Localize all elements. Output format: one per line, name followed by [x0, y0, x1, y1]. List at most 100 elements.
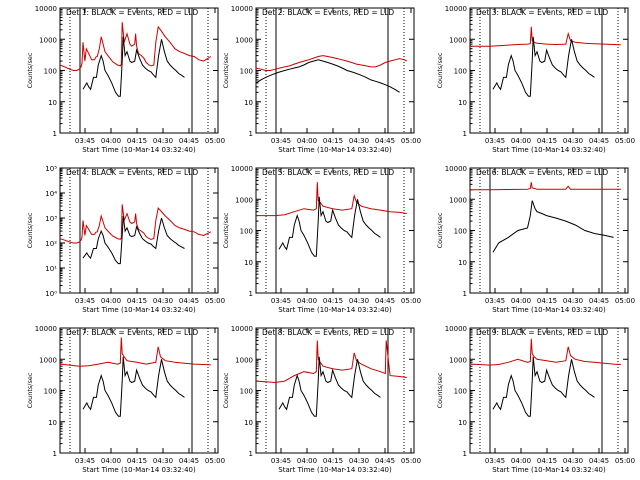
y-tick-label: 1000: [449, 356, 467, 364]
panel-title: Det 1: BLACK = Events, RED = LLD: [66, 8, 198, 17]
series-line-events: [492, 36, 595, 97]
panel-title: Det 5: BLACK = Events, RED = LLD: [262, 168, 394, 177]
y-tick-label: 10: [458, 259, 467, 267]
y-tick-label: 10000: [445, 5, 467, 13]
y-tick-label: 100: [454, 388, 467, 396]
panel-det-9: 1 10 100 1000 10000 03:45 04:00 04:15 04:30 04:45…: [436, 325, 635, 474]
x-tick-label: 05:00: [615, 137, 635, 145]
x-tick-label: 04:45: [375, 297, 395, 305]
y-tick-label: 10000: [35, 325, 57, 333]
series-line-lld: [470, 26, 621, 47]
x-tick-label: 05:00: [401, 457, 421, 465]
panel-det-1: 1 10 100 1000 10000 03:45 04:00 04:15 04:30 04:45…: [26, 5, 225, 154]
x-tick-label: 03:45: [271, 137, 291, 145]
x-axis-label: Start Time (10-Mar-14 03:32:40): [492, 146, 606, 154]
x-tick-label: 04:30: [349, 137, 369, 145]
x-tick-label: 03:45: [485, 297, 505, 305]
x-tick-label: 04:00: [297, 297, 317, 305]
x-tick-label: 05:00: [615, 457, 635, 465]
x-tick-label: 04:15: [323, 457, 343, 465]
x-tick-label: 03:45: [75, 137, 95, 145]
y-tick-label: 1000: [39, 356, 57, 364]
y-tick-label: 10⁰: [45, 290, 57, 298]
series-line-lld: [256, 182, 407, 217]
plot-frame: [469, 327, 629, 454]
y-tick-label: 1: [53, 450, 57, 458]
x-tick-label: 04:00: [297, 137, 317, 145]
y-tick-label: 10: [244, 99, 253, 107]
x-tick-label: 04:00: [297, 457, 317, 465]
series-line-events: [255, 59, 400, 93]
series-line-events: [492, 200, 614, 253]
plot-frame: [469, 7, 629, 134]
y-tick-label: 100: [44, 68, 57, 76]
panel-det-7: 1 10 100 1000 10000 03:45 04:00 04:15 04:30 04:45…: [26, 325, 225, 474]
y-tick-label: 100: [454, 68, 467, 76]
panel-det-3: 1 10 100 1000 10000 03:45 04:00 04:15 04:30 04:45…: [436, 5, 635, 154]
x-tick-label: 04:45: [375, 457, 395, 465]
x-tick-label: 04:45: [375, 137, 395, 145]
panel-title: Det 2: BLACK = Events, RED = LLD: [262, 8, 394, 17]
plot-frame: [255, 7, 415, 134]
y-tick-label: 10: [48, 99, 57, 107]
x-axis-label: Start Time (10-Mar-14 03:32:40): [278, 466, 392, 474]
x-tick-label: 04:00: [101, 457, 121, 465]
y-tick-label: 10⁴: [45, 190, 57, 198]
x-tick-label: 04:45: [179, 137, 199, 145]
y-axis-label: Counts/sec: [26, 372, 34, 408]
y-tick-label: 100: [44, 388, 57, 396]
x-tick-label: 04:30: [563, 297, 583, 305]
y-tick-label: 1000: [39, 36, 57, 44]
x-tick-label: 04:45: [179, 457, 199, 465]
plot-frame: [255, 167, 415, 294]
y-tick-label: 10000: [35, 5, 57, 13]
x-tick-label: 04:00: [511, 137, 531, 145]
panel-title: Det 9: BLACK = Events, RED = LLD: [476, 328, 608, 337]
x-tick-label: 05:00: [205, 457, 225, 465]
panel-det-8: 1 10 100 1000 10000 03:45 04:00 04:15 04:30 04:45…: [222, 325, 421, 474]
panel-title: Det 7: BLACK = Events, RED = LLD: [66, 328, 198, 337]
plot-frame: [469, 167, 629, 294]
y-tick-label: 1: [53, 130, 57, 138]
panel-title: Det 4: BLACK = Events, RED = LLD: [66, 168, 198, 177]
series-line-events: [278, 356, 381, 417]
plot-frame: [255, 327, 415, 454]
x-tick-label: 04:30: [349, 457, 369, 465]
y-tick-label: 100: [454, 228, 467, 236]
x-tick-label: 04:15: [323, 137, 343, 145]
y-tick-label: 1: [249, 130, 253, 138]
y-axis-label: Counts/sec: [436, 372, 444, 408]
plot-frame: [59, 7, 219, 134]
series-line-events: [82, 356, 185, 417]
series-line-lld: [59, 337, 211, 367]
plot-frame: [59, 167, 219, 294]
x-tick-label: 05:00: [401, 137, 421, 145]
y-tick-label: 10: [48, 419, 57, 427]
x-tick-label: 04:00: [511, 297, 531, 305]
x-tick-label: 04:15: [537, 457, 557, 465]
y-axis-label: Counts/sec: [26, 52, 34, 88]
x-tick-label: 04:45: [589, 297, 609, 305]
x-tick-label: 03:45: [485, 457, 505, 465]
x-tick-label: 03:45: [271, 457, 291, 465]
x-tick-label: 04:45: [179, 297, 199, 305]
x-axis-label: Start Time (10-Mar-14 03:32:40): [492, 466, 606, 474]
panel-det-6: 1 10 100 1000 10000 03:45 04:00 04:15 04:30 04:45…: [436, 165, 635, 314]
y-tick-label: 1000: [235, 196, 253, 204]
y-tick-label: 100: [240, 228, 253, 236]
x-tick-label: 04:00: [511, 457, 531, 465]
x-axis-label: Start Time (10-Mar-14 03:32:40): [82, 146, 196, 154]
series-line-events: [278, 196, 381, 257]
y-tick-label: 1000: [235, 36, 253, 44]
x-tick-label: 04:45: [589, 457, 609, 465]
series-line-lld: [470, 182, 621, 191]
y-axis-label: Counts/sec: [436, 212, 444, 248]
y-axis-label: Counts/sec: [222, 372, 230, 408]
panel-det-5: 1 10 100 1000 10000 03:45 04:00 04:15 04:30 04:45…: [222, 165, 421, 314]
y-tick-label: 100: [240, 388, 253, 396]
panel-title: Det 6: BLACK = Events, RED = LLD: [476, 168, 608, 177]
series-line-lld: [59, 22, 212, 71]
y-tick-label: 1000: [449, 196, 467, 204]
y-tick-label: 10000: [445, 325, 467, 333]
panel-title: Det 8: BLACK = Events, RED = LLD: [262, 328, 394, 337]
